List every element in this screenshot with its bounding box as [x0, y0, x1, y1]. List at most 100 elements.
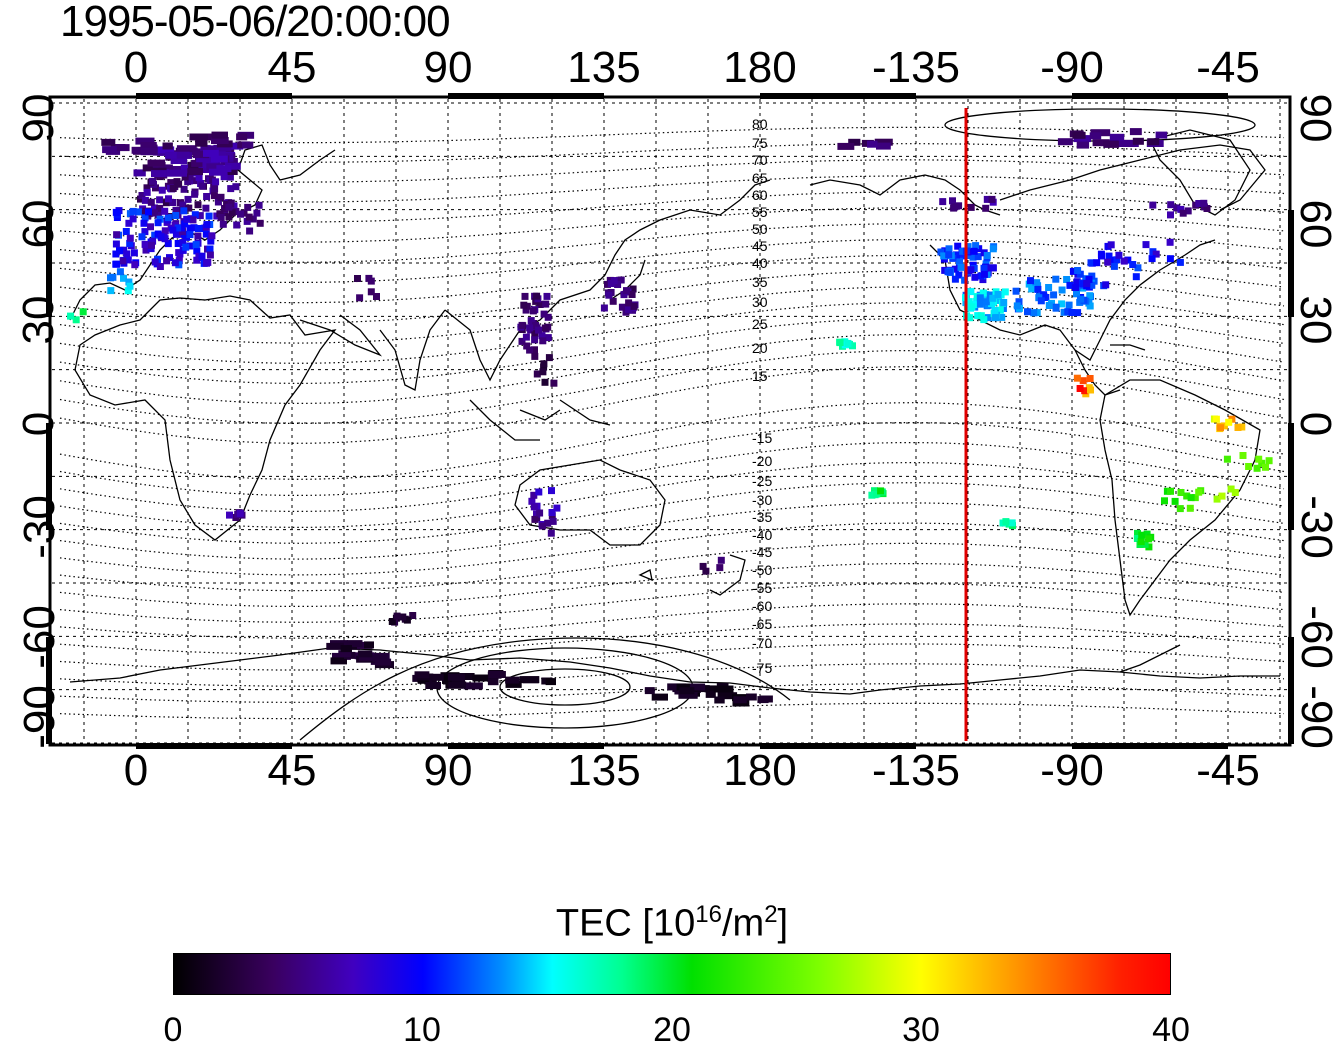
tec-sample: [1176, 258, 1184, 266]
tec-sample: [147, 198, 155, 206]
tec-sample: [702, 567, 710, 575]
tec-sample: [167, 169, 187, 177]
tec-sample: [980, 270, 988, 278]
tec-sample: [1155, 131, 1168, 139]
tec-sample: [1187, 494, 1195, 502]
dip-contour: [59, 522, 1285, 576]
tec-sample: [971, 273, 979, 281]
dip-label: -25: [752, 473, 772, 489]
tec-sample: [541, 324, 549, 332]
coastlines: [69, 108, 1280, 741]
figure-title: 1995-05-06/20:00:00: [60, 0, 451, 46]
tec-sample: [180, 185, 188, 193]
tec-sample: [531, 346, 538, 354]
tec-sample: [193, 256, 201, 264]
tec-sample: [217, 193, 225, 201]
tec-sample: [143, 184, 151, 192]
dip-contour: [59, 542, 1285, 592]
tec-sample: [189, 216, 197, 224]
dip-contour: [59, 270, 1285, 324]
tec-sample: [1147, 138, 1160, 146]
tec-sample: [226, 511, 233, 519]
tec-sample: [249, 215, 257, 223]
tec-sample: [1138, 531, 1146, 539]
dip-contour: [59, 623, 1285, 655]
tec-sample: [951, 265, 959, 273]
tec-sample: [157, 233, 165, 241]
tec-sample: [1166, 255, 1174, 263]
tec-sample: [158, 186, 166, 194]
tec-sample: [1060, 308, 1068, 316]
tec-sample: [605, 291, 613, 299]
tec-sample: [1076, 270, 1084, 278]
tec-sample: [107, 287, 115, 295]
tec-sample: [1141, 540, 1149, 548]
tec-sample: [1223, 455, 1231, 463]
tec-sample: [1079, 377, 1087, 385]
tec-sample: [717, 556, 725, 564]
tec-sample: [676, 683, 690, 691]
tec-sample: [1052, 304, 1060, 312]
tec-sample: [630, 302, 638, 310]
tec-sample: [548, 487, 555, 495]
dip-label: 60: [752, 187, 768, 203]
tec-sample: [1227, 485, 1235, 493]
tec-sample: [539, 368, 547, 376]
tec-sample: [152, 184, 159, 192]
tec-sample: [1024, 308, 1031, 316]
tec-sample: [536, 509, 544, 517]
tec-sample: [226, 173, 234, 181]
tec-sample: [982, 298, 990, 306]
tec-sample: [1195, 488, 1203, 496]
tec-sample: [1066, 281, 1074, 289]
tec-sample: [979, 276, 987, 284]
tec-sample: [129, 207, 137, 215]
tec-sample: [991, 314, 999, 322]
tec-sample: [939, 198, 947, 206]
tec-sample: [1073, 290, 1080, 298]
tec-sample: [1200, 199, 1208, 207]
tec-sample: [403, 616, 411, 624]
tec-sample: [538, 332, 546, 340]
tec-sample: [1109, 133, 1125, 141]
tec-sample: [550, 379, 558, 387]
tec-sample: [955, 257, 963, 265]
tec-sample: [629, 285, 637, 293]
tec-sample: [519, 676, 540, 684]
tec-sample: [1104, 258, 1112, 266]
colorbar-tick: 30: [902, 1011, 940, 1049]
tec-sample: [951, 203, 959, 211]
dip-label: -50: [752, 562, 772, 578]
tec-sample: [171, 151, 190, 159]
tec-sample: [123, 250, 131, 258]
tec-sample: [988, 195, 996, 203]
tec-sample: [178, 228, 186, 236]
top-lon-label: -135: [871, 43, 961, 92]
dip-contour: [59, 207, 1285, 243]
tec-sample: [431, 673, 444, 681]
tec-sample: [522, 306, 530, 314]
tec-sample: [1073, 278, 1081, 286]
tec-sample: [186, 173, 194, 181]
tec-sample: [203, 193, 211, 200]
dip-contour: [59, 191, 1285, 223]
tec-sample: [156, 204, 164, 212]
tec-sample: [211, 131, 228, 139]
tec-sample: [1107, 241, 1115, 249]
tec-sample: [541, 378, 549, 386]
tec-sample: [208, 232, 216, 240]
tec-sample: [535, 488, 543, 496]
tec-sample: [425, 682, 441, 689]
tec-sample: [1152, 250, 1160, 258]
tec-sample: [338, 650, 351, 658]
tec-sample: [1076, 385, 1084, 392]
tec-sample: [1085, 275, 1093, 283]
tec-sample: [191, 190, 199, 198]
tec-sample: [156, 263, 164, 270]
tec-sample: [206, 245, 214, 253]
tec-sample: [447, 673, 465, 681]
tec-sample: [968, 303, 976, 311]
tec-sample: [1177, 205, 1185, 213]
